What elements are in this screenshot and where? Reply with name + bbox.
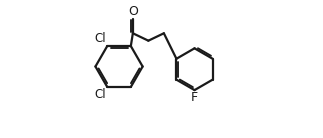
Text: O: O (128, 5, 138, 18)
Text: F: F (191, 91, 198, 104)
Text: Cl: Cl (95, 32, 107, 45)
Text: Cl: Cl (95, 88, 107, 101)
